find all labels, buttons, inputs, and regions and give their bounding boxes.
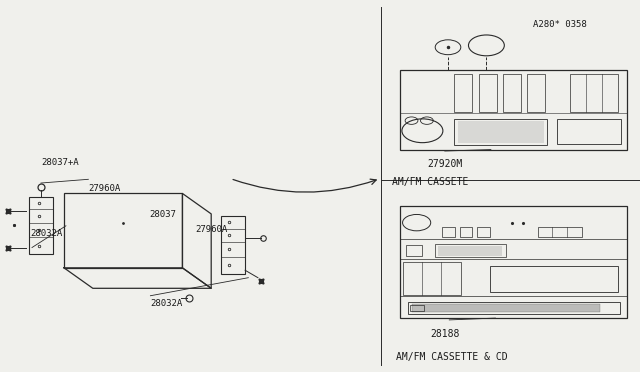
Bar — [479, 74, 497, 112]
Bar — [527, 74, 545, 112]
Text: 27960A: 27960A — [88, 184, 120, 193]
Bar — [435, 244, 506, 257]
Bar — [477, 227, 490, 237]
Bar — [557, 119, 621, 144]
Bar — [400, 70, 627, 150]
Bar — [403, 262, 461, 295]
Bar — [454, 119, 547, 145]
Bar — [538, 227, 582, 237]
Bar — [412, 304, 600, 312]
Bar — [503, 74, 521, 112]
Bar — [570, 74, 618, 112]
Bar — [442, 227, 455, 237]
Bar — [410, 305, 424, 311]
Text: 28032A: 28032A — [31, 229, 63, 238]
Text: 28037: 28037 — [149, 210, 176, 219]
Bar — [454, 74, 472, 112]
Bar — [438, 246, 502, 256]
Text: AM/FM CASSETTE & CD: AM/FM CASSETTE & CD — [396, 352, 507, 362]
Text: AM/FM CASSETE: AM/FM CASSETE — [392, 177, 468, 187]
Bar — [400, 206, 627, 318]
Text: 28188: 28188 — [430, 329, 460, 339]
Bar — [460, 227, 472, 237]
Text: A280* 0358: A280* 0358 — [533, 20, 587, 29]
Bar — [490, 266, 618, 292]
Text: 27920M: 27920M — [427, 159, 462, 169]
Bar — [406, 245, 422, 256]
Bar — [408, 302, 620, 314]
Bar — [458, 121, 544, 143]
Text: 28037+A: 28037+A — [42, 158, 79, 167]
Text: 28032A: 28032A — [150, 299, 182, 308]
Text: 27960A: 27960A — [195, 225, 227, 234]
